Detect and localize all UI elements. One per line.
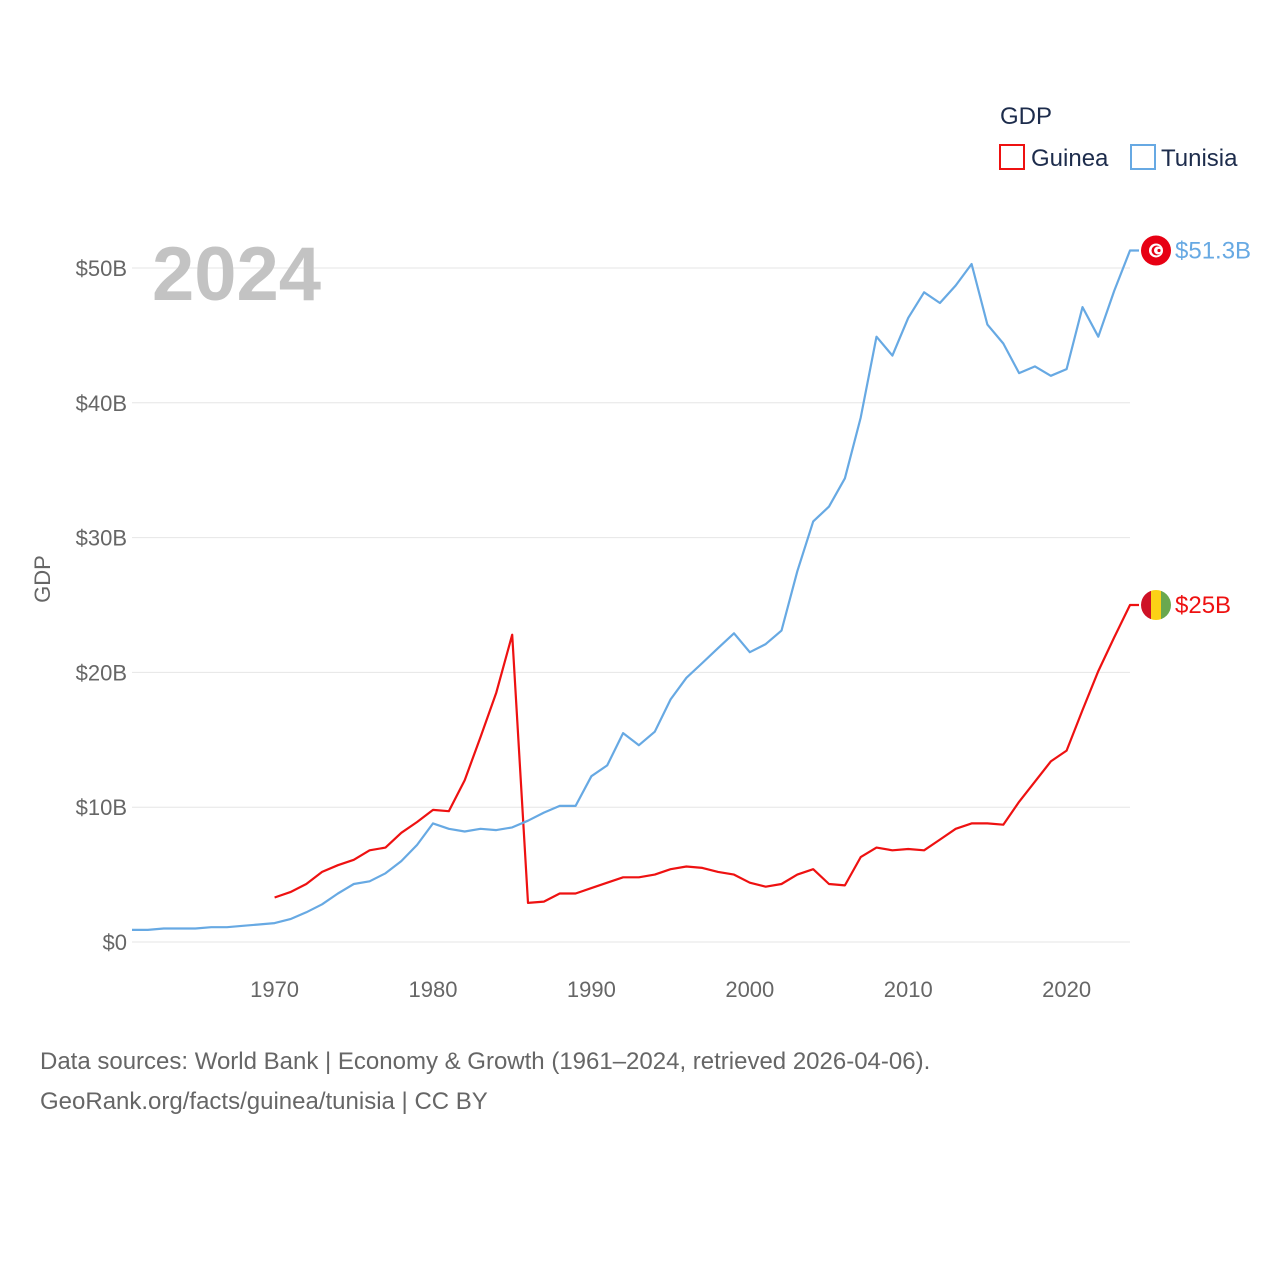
y-tick-label: $0: [103, 930, 127, 955]
chart: $0 $10B $20B $30B $40B $50B 1970 1980 1990 2000 2…: [30, 103, 1251, 1002]
legend-label-guinea: Guinea: [1031, 145, 1109, 172]
legend-title: GDP: [1000, 103, 1052, 130]
legend: GDP Guinea Tunisia: [999, 103, 1238, 172]
end-label-guinea: $25B: [1175, 592, 1231, 619]
series-line-tunisia[interactable]: [132, 249, 1139, 932]
x-tick-label: 2010: [884, 977, 933, 1002]
x-tick-label: 1980: [409, 977, 458, 1002]
legend-swatch-tunisia: [1130, 144, 1156, 170]
guinea-flag-icon: [1141, 590, 1171, 620]
legend-item-tunisia[interactable]: Tunisia: [1130, 144, 1238, 172]
x-tick-label: 2020: [1042, 977, 1091, 1002]
x-axis: 1970 1980 1990 2000 2010 2020: [250, 977, 1091, 1002]
x-tick-label: 1970: [250, 977, 299, 1002]
source-line-1: Data sources: World Bank | Economy & Gro…: [40, 1048, 931, 1075]
legend-item-guinea[interactable]: Guinea: [999, 144, 1109, 172]
y-tick-label: $30B: [76, 526, 127, 551]
y-tick-label: $20B: [76, 660, 127, 685]
y-axis-title: GDP: [30, 555, 55, 603]
x-tick-label: 1990: [567, 977, 616, 1002]
series-lines: [132, 249, 1139, 932]
tunisia-flag-icon: [1141, 235, 1171, 266]
y-axis: $0 $10B $20B $30B $40B $50B: [76, 256, 127, 955]
year-label: 2024: [152, 232, 321, 317]
grid-lines: [132, 267, 1130, 943]
end-label-tunisia: $51.3B: [1175, 237, 1251, 264]
y-tick-label: $50B: [76, 256, 127, 281]
legend-swatch-guinea: [999, 144, 1025, 170]
end-markers: $25B $51.3B: [1141, 235, 1251, 620]
x-tick-label: 2000: [725, 977, 774, 1002]
source-line-2: GeoRank.org/facts/guinea/tunisia | CC BY: [40, 1088, 488, 1115]
series-line-guinea[interactable]: [274, 603, 1139, 905]
legend-label-tunisia: Tunisia: [1161, 145, 1238, 172]
y-tick-label: $10B: [76, 795, 127, 820]
source-note: Data sources: World Bank | Economy & Gro…: [40, 1042, 1240, 1122]
y-tick-label: $40B: [76, 391, 127, 416]
